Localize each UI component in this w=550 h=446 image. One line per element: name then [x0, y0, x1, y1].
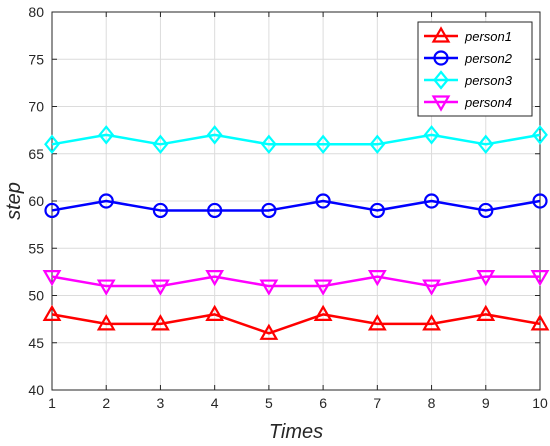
data-point-person3 [477, 134, 494, 155]
series-line-person2 [51, 199, 541, 212]
legend-marker [431, 95, 451, 112]
x-tick-label: 5 [265, 395, 273, 411]
data-point-person1 [530, 314, 550, 331]
data-point-person4 [367, 270, 387, 287]
data-point-person3 [423, 125, 440, 145]
data-point-person4 [530, 270, 550, 287]
x-tick-label: 4 [211, 395, 219, 411]
series-line-person1 [51, 313, 541, 335]
y-tick-label: 40 [28, 382, 44, 398]
legend-label: person4 [464, 95, 512, 110]
legend: person1 person2 person3 person4 [417, 21, 533, 117]
y-tick-label: 75 [28, 51, 44, 67]
x-tick-label: 7 [373, 395, 381, 411]
legend-marker [433, 50, 449, 66]
data-point-person4 [96, 279, 116, 296]
data-point-person2 [207, 202, 223, 219]
y-tick-label: 65 [28, 146, 44, 162]
x-tick-label: 2 [102, 395, 110, 411]
data-point-person3 [98, 125, 115, 145]
legend-item-person4: person4 [424, 95, 512, 112]
legend-label: person3 [464, 73, 513, 88]
legend-label: person1 [464, 29, 512, 44]
data-point-person2 [423, 193, 440, 209]
data-point-person1 [259, 323, 279, 340]
data-point-person4 [151, 279, 170, 296]
data-point-person4 [422, 279, 441, 296]
data-point-person1 [367, 314, 387, 331]
data-point-person3 [260, 134, 277, 155]
x-tick-label: 8 [428, 395, 436, 411]
y-tick-label: 50 [28, 288, 44, 304]
data-point-person2 [478, 202, 494, 219]
data-point-person3 [152, 134, 169, 155]
x-tick-label: 1 [48, 395, 56, 411]
y-axis-title: step [3, 182, 25, 220]
data-point-person4 [42, 270, 62, 287]
legend-marker [431, 26, 451, 43]
data-point-person1 [476, 304, 496, 321]
x-axis-title: Times [269, 421, 323, 443]
series-line-person4 [51, 275, 540, 288]
series-person1 [42, 304, 550, 340]
data-point-person3 [206, 125, 223, 145]
data-point-person2 [98, 193, 114, 209]
data-point-person3 [44, 134, 60, 155]
x-tick-label: 6 [319, 395, 327, 411]
data-point-person2 [152, 202, 169, 219]
x-tick-label: 3 [157, 395, 165, 411]
y-tick-label: 55 [28, 240, 44, 256]
y-tick-label: 70 [28, 99, 44, 115]
data-point-person1 [151, 314, 170, 331]
data-point-person2 [369, 202, 385, 219]
data-point-person2 [532, 193, 548, 209]
y-tick-label: 45 [28, 335, 44, 351]
data-point-person3 [532, 125, 548, 145]
data-point-person3 [315, 134, 332, 155]
legend-box [417, 21, 533, 117]
series-person4 [42, 270, 550, 296]
data-point-person1 [42, 304, 62, 321]
legend-item-person2: person2 [424, 50, 513, 66]
y-tick-label: 60 [28, 193, 44, 209]
series-person2 [44, 193, 548, 219]
data-point-person2 [315, 193, 331, 209]
legend-label: person2 [464, 51, 513, 66]
data-point-person4 [205, 270, 225, 287]
data-point-person1 [422, 314, 441, 331]
legend-marker [433, 70, 449, 90]
x-tick-label: 10 [532, 395, 548, 411]
data-point-person4 [313, 279, 333, 296]
data-point-person1 [205, 304, 225, 321]
data-point-person4 [476, 270, 496, 287]
series-line-person3 [51, 133, 541, 146]
y-tick-label: 80 [28, 4, 44, 20]
x-tick-label: 9 [482, 395, 490, 411]
data-point-person2 [261, 202, 277, 219]
data-point-person2 [44, 202, 60, 219]
legend-item-person3: person3 [424, 70, 513, 90]
data-point-person3 [369, 134, 386, 155]
series-group [42, 125, 550, 340]
data-point-person1 [96, 314, 116, 331]
data-point-person4 [259, 279, 279, 296]
data-point-person1 [313, 304, 333, 321]
legend-item-person1: person1 [424, 26, 512, 44]
series-person3 [44, 125, 548, 155]
